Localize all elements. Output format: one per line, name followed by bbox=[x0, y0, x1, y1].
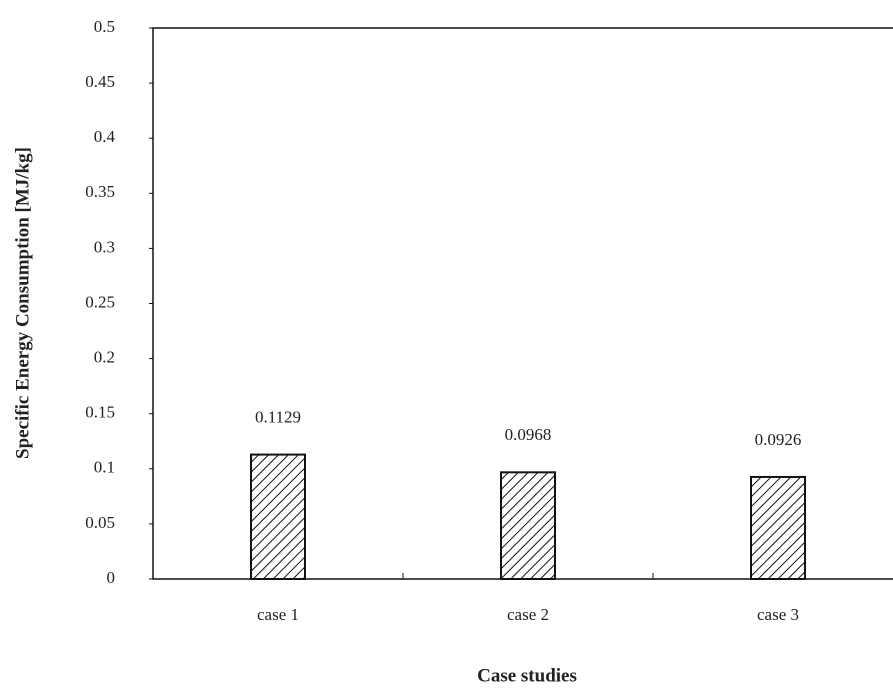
y-tick-label: 0.35 bbox=[85, 182, 115, 201]
y-tick-label: 0.4 bbox=[94, 127, 116, 146]
bar bbox=[500, 471, 556, 580]
y-tick-label: 0.05 bbox=[85, 513, 115, 532]
y-tick-label: 0.5 bbox=[94, 17, 115, 36]
x-tick-label: case 3 bbox=[757, 605, 799, 624]
data-label: 0.0926 bbox=[755, 430, 802, 449]
x-tick-label: case 1 bbox=[257, 605, 299, 624]
y-tick-label: 0.3 bbox=[94, 237, 115, 256]
y-axis-title: Specific Energy Consumption [MJ/kg] bbox=[12, 147, 33, 459]
data-label: 0.1129 bbox=[255, 407, 301, 426]
x-axis-title: Case studies bbox=[477, 665, 577, 686]
y-tick-label: 0.45 bbox=[85, 72, 115, 91]
y-tick-label: 0.25 bbox=[85, 292, 115, 311]
y-tick-label: 0.2 bbox=[94, 348, 115, 367]
y-tick-label: 0.15 bbox=[85, 403, 115, 422]
y-tick-label: 0.1 bbox=[94, 458, 115, 477]
x-tick-label: case 2 bbox=[507, 605, 549, 624]
bar bbox=[250, 453, 306, 580]
data-label: 0.0968 bbox=[505, 425, 552, 444]
bar bbox=[750, 475, 806, 580]
y-tick-label: 0 bbox=[107, 568, 116, 587]
